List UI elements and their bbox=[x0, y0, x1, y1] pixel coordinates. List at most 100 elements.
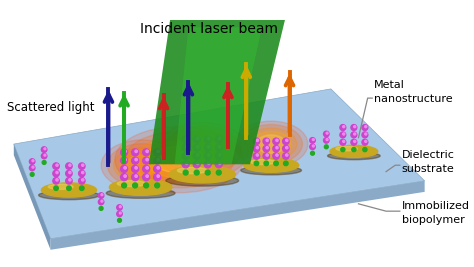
Circle shape bbox=[193, 152, 200, 159]
Circle shape bbox=[351, 139, 357, 145]
Circle shape bbox=[122, 183, 127, 188]
Polygon shape bbox=[51, 181, 425, 250]
Circle shape bbox=[354, 133, 356, 135]
Circle shape bbox=[197, 137, 199, 140]
Circle shape bbox=[67, 186, 71, 190]
Circle shape bbox=[32, 160, 34, 162]
Circle shape bbox=[101, 200, 103, 202]
Circle shape bbox=[263, 138, 269, 144]
Circle shape bbox=[365, 125, 367, 128]
Circle shape bbox=[185, 162, 188, 164]
Ellipse shape bbox=[184, 139, 220, 162]
Circle shape bbox=[143, 149, 150, 156]
Ellipse shape bbox=[336, 147, 357, 151]
Circle shape bbox=[157, 175, 159, 177]
Circle shape bbox=[135, 150, 137, 152]
Text: Metal
nanostructure: Metal nanostructure bbox=[374, 80, 453, 104]
Circle shape bbox=[29, 159, 35, 164]
Polygon shape bbox=[14, 144, 51, 250]
Circle shape bbox=[363, 148, 367, 152]
Circle shape bbox=[157, 158, 159, 161]
Circle shape bbox=[154, 165, 161, 172]
Ellipse shape bbox=[144, 142, 215, 178]
Circle shape bbox=[132, 174, 138, 181]
Circle shape bbox=[124, 175, 127, 177]
Circle shape bbox=[79, 163, 85, 169]
Circle shape bbox=[204, 144, 211, 151]
Circle shape bbox=[157, 150, 159, 152]
Circle shape bbox=[182, 152, 189, 159]
Ellipse shape bbox=[156, 122, 248, 179]
Circle shape bbox=[312, 139, 314, 140]
Circle shape bbox=[219, 162, 221, 164]
Circle shape bbox=[119, 212, 121, 214]
Ellipse shape bbox=[48, 184, 73, 189]
Circle shape bbox=[263, 146, 269, 152]
Circle shape bbox=[42, 160, 46, 164]
Circle shape bbox=[354, 140, 356, 142]
Circle shape bbox=[215, 161, 222, 168]
Circle shape bbox=[215, 136, 222, 143]
Circle shape bbox=[117, 205, 122, 210]
Circle shape bbox=[266, 139, 268, 142]
Circle shape bbox=[215, 144, 222, 151]
Circle shape bbox=[273, 138, 279, 144]
Circle shape bbox=[56, 171, 58, 174]
Circle shape bbox=[146, 167, 148, 169]
Circle shape bbox=[66, 178, 72, 184]
Circle shape bbox=[263, 153, 269, 159]
Circle shape bbox=[219, 137, 221, 140]
Circle shape bbox=[144, 183, 148, 188]
Circle shape bbox=[310, 138, 315, 143]
Circle shape bbox=[80, 186, 84, 190]
Circle shape bbox=[351, 132, 357, 138]
Circle shape bbox=[44, 148, 46, 150]
Circle shape bbox=[120, 165, 128, 172]
Ellipse shape bbox=[107, 144, 178, 187]
Circle shape bbox=[310, 151, 314, 155]
Circle shape bbox=[146, 158, 148, 161]
Ellipse shape bbox=[328, 152, 380, 160]
Circle shape bbox=[44, 154, 46, 156]
Ellipse shape bbox=[126, 155, 159, 175]
Circle shape bbox=[183, 170, 188, 175]
Circle shape bbox=[204, 136, 211, 143]
Circle shape bbox=[219, 146, 221, 148]
Circle shape bbox=[286, 139, 288, 142]
Circle shape bbox=[324, 131, 329, 137]
Ellipse shape bbox=[241, 166, 301, 175]
Ellipse shape bbox=[101, 140, 184, 190]
Circle shape bbox=[362, 125, 368, 131]
Circle shape bbox=[82, 179, 84, 181]
Circle shape bbox=[352, 148, 356, 152]
Circle shape bbox=[283, 138, 289, 144]
Circle shape bbox=[146, 175, 148, 177]
Ellipse shape bbox=[113, 147, 172, 183]
Circle shape bbox=[182, 144, 189, 151]
Circle shape bbox=[82, 171, 84, 174]
Circle shape bbox=[340, 125, 346, 131]
Circle shape bbox=[326, 139, 328, 140]
Circle shape bbox=[154, 149, 161, 156]
Circle shape bbox=[340, 132, 346, 138]
Ellipse shape bbox=[134, 136, 224, 183]
Circle shape bbox=[343, 125, 345, 128]
Circle shape bbox=[274, 161, 278, 166]
Circle shape bbox=[53, 178, 59, 184]
Ellipse shape bbox=[330, 145, 378, 158]
Circle shape bbox=[41, 153, 47, 159]
Circle shape bbox=[185, 154, 188, 156]
Text: Immobilized
biopolymer: Immobilized biopolymer bbox=[401, 201, 470, 225]
Circle shape bbox=[362, 132, 368, 138]
Circle shape bbox=[208, 154, 210, 156]
Circle shape bbox=[133, 183, 137, 188]
Circle shape bbox=[256, 154, 258, 156]
Circle shape bbox=[98, 193, 104, 198]
Circle shape bbox=[143, 157, 150, 164]
Circle shape bbox=[135, 158, 137, 161]
Circle shape bbox=[118, 218, 121, 222]
Circle shape bbox=[29, 165, 35, 171]
Circle shape bbox=[132, 157, 138, 164]
Ellipse shape bbox=[106, 188, 175, 198]
Circle shape bbox=[32, 166, 34, 168]
